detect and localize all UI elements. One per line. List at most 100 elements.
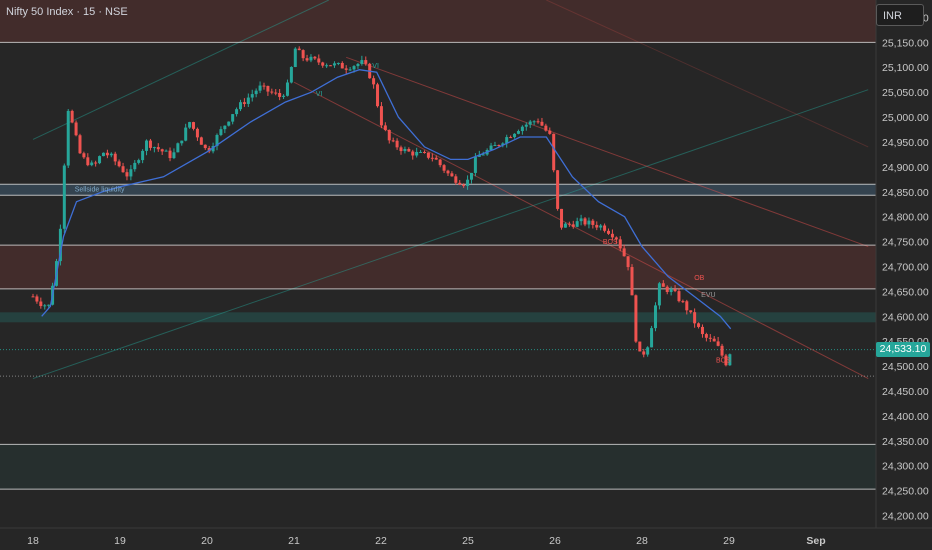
moving-average-layer — [41, 69, 732, 330]
candle-body-25 — [129, 169, 133, 177]
price-tick-6: 24,900.00 — [882, 162, 929, 174]
price-tick-20: 24,200.00 — [882, 511, 929, 523]
candle-body-26 — [133, 162, 137, 170]
candle-body-87 — [372, 78, 376, 85]
candle-body-130 — [540, 121, 544, 126]
candle-body-29 — [145, 140, 149, 151]
candle-body-8 — [62, 165, 66, 229]
candle-body-95 — [403, 148, 407, 152]
candle-body-129 — [536, 121, 540, 123]
candle-body-60 — [266, 85, 270, 92]
candle-body-41 — [192, 122, 196, 129]
candle-body-101 — [426, 152, 430, 158]
candle-body-122 — [509, 137, 513, 139]
price-tick-15: 24,450.00 — [882, 386, 929, 398]
candle-body-127 — [528, 121, 532, 125]
price-axis-panel[interactable] — [876, 0, 932, 550]
candle-body-66 — [289, 67, 293, 83]
candle-body-168 — [689, 310, 693, 313]
candle-body-93 — [395, 140, 399, 148]
candle-body-161 — [661, 283, 665, 287]
time-tick-8: 29 — [723, 535, 735, 547]
price-tick-7: 24,850.00 — [882, 187, 929, 199]
candle-body-0 — [31, 296, 35, 298]
candle-body-28 — [141, 150, 145, 161]
candle-body-34 — [164, 150, 168, 152]
candle-body-91 — [387, 129, 391, 141]
candle-body-148 — [610, 233, 614, 238]
candle-body-43 — [199, 137, 203, 145]
candle-body-99 — [419, 151, 423, 153]
candle-body-175 — [716, 341, 720, 346]
price-tick-2: 25,100.00 — [882, 62, 929, 74]
zone-3 — [0, 312, 876, 323]
price-tick-14: 24,500.00 — [882, 361, 929, 373]
candle-body-149 — [614, 237, 618, 240]
candle-body-169 — [693, 312, 697, 324]
candle-body-69 — [301, 50, 305, 59]
candle-body-139 — [575, 221, 579, 227]
candle-body-105 — [442, 165, 446, 171]
candle-body-37 — [176, 143, 180, 153]
trendline-4 — [546, 0, 869, 148]
candle-body-92 — [391, 140, 395, 142]
candle-body-104 — [438, 159, 442, 166]
candle-body-159 — [653, 305, 657, 329]
candle-body-155 — [638, 341, 642, 352]
annotation-6: BOS — [716, 358, 731, 365]
candle-body-163 — [669, 289, 673, 292]
price-tick-11: 24,650.00 — [882, 286, 929, 298]
candle-body-103 — [434, 157, 438, 160]
candle-body-145 — [599, 225, 603, 228]
candle-body-107 — [450, 173, 454, 177]
candle-body-158 — [650, 328, 654, 348]
candle-body-172 — [704, 334, 708, 338]
candle-body-117 — [489, 145, 493, 151]
price-tick-12: 24,600.00 — [882, 311, 929, 323]
price-axis-labels: 25,200.0025,150.0025,100.0025,050.0025,0… — [882, 12, 929, 522]
candle-body-89 — [379, 106, 383, 126]
candle-body-125 — [520, 126, 524, 132]
candle-body-174 — [712, 338, 716, 342]
annotation-5: EVU — [701, 292, 715, 299]
candle-body-121 — [505, 137, 509, 144]
candle-body-138 — [571, 224, 575, 227]
candle-body-39 — [184, 127, 188, 141]
candle-body-165 — [677, 291, 681, 302]
price-tick-8: 24,800.00 — [882, 212, 929, 224]
price-tick-4: 25,000.00 — [882, 112, 929, 124]
candle-body-171 — [700, 326, 704, 335]
candle-body-98 — [415, 151, 419, 156]
currency-button[interactable]: INR — [876, 4, 924, 26]
zone-0 — [0, 0, 876, 43]
candle-body-11 — [74, 122, 78, 136]
time-tick-6: 26 — [549, 535, 561, 547]
candle-body-63 — [278, 92, 282, 97]
candle-body-49 — [223, 125, 227, 130]
candle-body-153 — [630, 267, 634, 296]
candle-body-65 — [285, 82, 289, 96]
price-tick-18: 24,300.00 — [882, 461, 929, 473]
candle-body-40 — [188, 122, 192, 128]
candle-body-90 — [383, 125, 387, 130]
trendlines-layer — [32, 0, 869, 380]
candle-body-134 — [556, 170, 560, 209]
price-tick-16: 24,400.00 — [882, 411, 929, 423]
candle-body-110 — [462, 184, 466, 186]
candle-body-22 — [117, 161, 121, 167]
candle-body-157 — [646, 347, 650, 355]
time-axis-panel[interactable] — [0, 528, 876, 550]
price-tick-3: 25,050.00 — [882, 87, 929, 99]
candle-body-137 — [567, 223, 571, 225]
candle-body-72 — [313, 56, 317, 59]
candle-body-120 — [501, 143, 505, 146]
candle-body-83 — [356, 63, 360, 67]
candle-body-173 — [708, 337, 712, 339]
candle-body-24 — [125, 172, 129, 177]
candle-body-57 — [254, 90, 258, 95]
candle-body-106 — [446, 170, 450, 174]
candle-body-67 — [293, 48, 297, 68]
candles-layer — [31, 46, 732, 367]
candle-body-167 — [685, 301, 689, 311]
